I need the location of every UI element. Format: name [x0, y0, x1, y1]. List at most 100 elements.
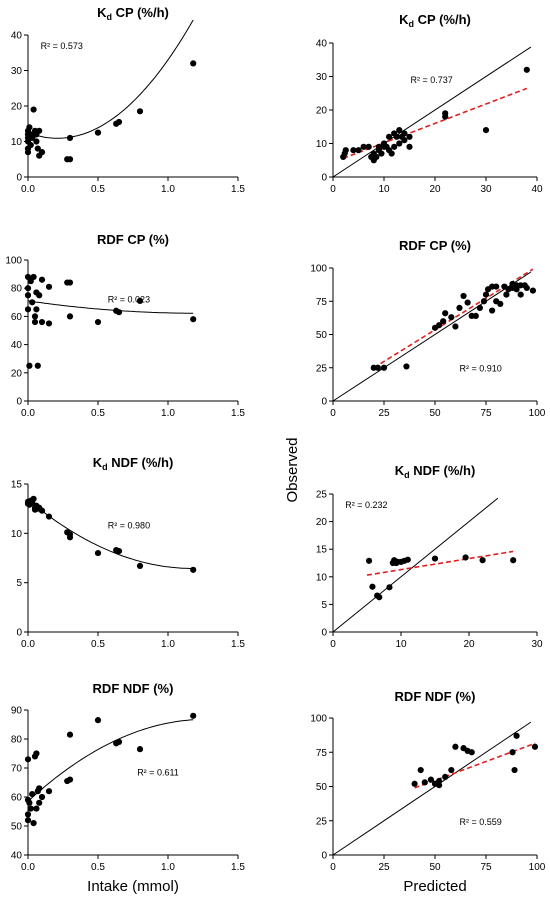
y-tick-label: 10 [11, 529, 23, 540]
y-tick-label: 0 [16, 173, 22, 184]
data-point [31, 313, 39, 320]
data-point [31, 318, 39, 326]
y-tick-label: 80 [11, 284, 23, 295]
fit-line [27, 719, 194, 802]
data-point [480, 298, 488, 305]
x-axis-label-right: Predicted [403, 878, 466, 895]
fit-line [27, 300, 194, 314]
chart-panels: Kd CP (%/h) 0.0 0.5 1.0 1.5 0 10 20 30 40 R² = 0.5… [5, 5, 545, 873]
y-tick-label: 90 [11, 706, 23, 717]
r2-annotation: R² = 0.232 [345, 500, 387, 510]
r2-annotation: R² = 0.737 [411, 75, 453, 85]
y-axis-label-right: Observed [284, 437, 301, 502]
data-point [365, 143, 372, 150]
y-tick-label: 70 [11, 764, 23, 775]
title-subscript: d [409, 19, 415, 29]
data-point [45, 283, 53, 290]
chart-title: Kd NDF (%/h) [93, 455, 174, 472]
data-point [30, 273, 37, 281]
data-point [369, 583, 376, 590]
y-tick-label: 50 [11, 822, 23, 833]
data-point [66, 731, 74, 738]
data-point [401, 137, 408, 144]
chart-panel-3: RDF CP (%) 0.0 0.5 1.0 1.5 0 20 40 60 80 100 R² = 0… [5, 232, 245, 419]
data-point [190, 316, 197, 323]
data-point [136, 562, 144, 569]
y-tick-label: 40 [11, 851, 23, 862]
data-point [36, 799, 43, 806]
data-point [376, 594, 383, 601]
y-tick-label: 20 [316, 517, 328, 528]
y-tick-label: 40 [316, 39, 328, 50]
data-point [448, 314, 455, 321]
data-point [33, 306, 40, 313]
y-tick-label: 5 [16, 578, 22, 589]
data-point [34, 145, 41, 152]
identity-line [332, 46, 532, 178]
data-point [460, 292, 467, 300]
fit-line [366, 550, 514, 576]
y-tick-label: 20 [11, 368, 23, 379]
data-point [482, 127, 490, 134]
title-subscript: d [102, 462, 108, 472]
data-point [66, 776, 74, 783]
y-tick-label: 30 [316, 72, 328, 83]
data-point [30, 820, 37, 827]
data-point [33, 750, 40, 757]
chart-title: RDF NDF (%) [93, 681, 174, 696]
x-tick-label: 1.0 [161, 639, 175, 650]
data-point [404, 556, 411, 563]
y-tick-label: 50 [316, 330, 328, 341]
data-point [523, 66, 530, 73]
data-point [66, 156, 74, 163]
x-tick-label: 0.5 [91, 639, 105, 650]
y-tick-label: 0 [16, 397, 22, 408]
y-tick-label: 0 [321, 173, 327, 184]
data-point [442, 773, 449, 781]
data-point [24, 285, 32, 292]
data-point [406, 143, 413, 150]
data-point [38, 318, 46, 326]
data-point [38, 507, 46, 514]
fit-line [27, 499, 194, 569]
data-point [24, 306, 32, 313]
data-point [442, 310, 449, 317]
y-tick-label: 10 [316, 139, 328, 150]
identity-line [332, 497, 499, 633]
identity-line [332, 721, 532, 856]
data-point [489, 307, 496, 314]
title-subscript: d [404, 470, 410, 480]
data-point [503, 291, 510, 298]
data-point [396, 140, 403, 147]
y-tick-label: 20 [316, 106, 328, 117]
data-point [29, 791, 36, 798]
data-point [391, 143, 398, 150]
y-tick-label: 60 [11, 793, 23, 804]
title-rest: CP (%/h) [112, 5, 169, 20]
x-tick-label: 50 [429, 862, 441, 873]
y-tick-label: 60 [11, 312, 23, 323]
data-point [456, 304, 463, 311]
x-tick-label: 1.5 [231, 408, 245, 419]
data-point [24, 756, 32, 763]
data-point [136, 746, 144, 753]
x-tick-label: 0.5 [91, 184, 105, 195]
data-point [94, 717, 102, 724]
x-tick-label: 50 [429, 408, 441, 419]
y-tick-label: 0 [16, 628, 22, 639]
x-tick-label: 1.0 [161, 408, 175, 419]
y-tick-label: 0 [321, 397, 327, 408]
data-point [350, 147, 357, 154]
x-tick-label: 40 [531, 184, 543, 195]
data-point [27, 805, 34, 812]
y-tick-label: 15 [316, 545, 328, 556]
data-point [513, 286, 520, 293]
r2-annotation: R² = 0.910 [459, 364, 501, 374]
y-tick-label: 20 [11, 102, 23, 113]
title-rest: CP (%/h) [414, 12, 471, 27]
data-point [136, 108, 144, 115]
data-point [373, 153, 380, 160]
y-tick-label: 40 [11, 31, 23, 42]
x-tick-label: 1.5 [231, 184, 245, 195]
data-point [417, 766, 424, 774]
